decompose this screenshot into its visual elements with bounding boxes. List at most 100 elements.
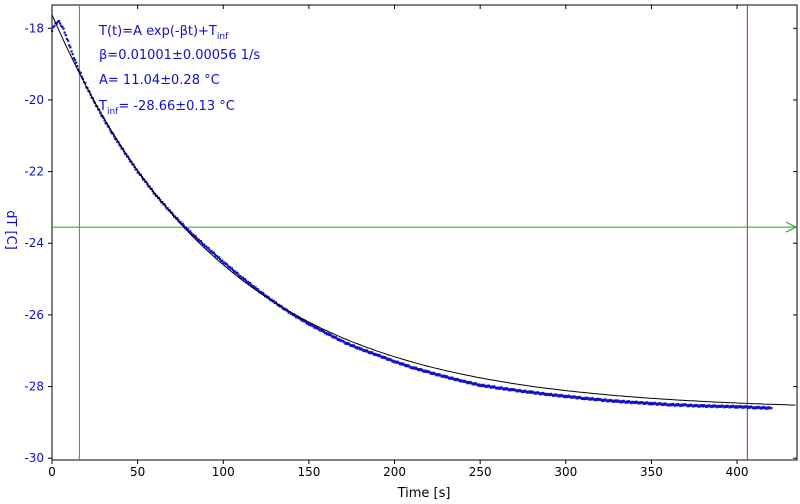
data-point: [57, 19, 61, 23]
data-point: [356, 346, 359, 349]
data-point: [616, 400, 619, 403]
data-point: [103, 119, 106, 122]
data-point: [686, 405, 690, 408]
data-point: [416, 367, 419, 370]
data-point: [533, 392, 536, 395]
data-point: [405, 363, 408, 367]
data-point: [76, 65, 79, 68]
data-point: [189, 230, 192, 233]
data-point: [60, 24, 63, 28]
data-point: [649, 401, 652, 405]
data-point: [58, 22, 62, 25]
data-point: [223, 261, 226, 264]
data-point: [316, 326, 319, 329]
data-point: [241, 276, 244, 279]
data-point: [504, 388, 508, 391]
data-point: [746, 406, 749, 410]
data-point: [237, 273, 240, 276]
data-point: [701, 405, 705, 408]
data-point: [441, 374, 444, 377]
data-point: [645, 402, 648, 405]
data-point: [595, 398, 599, 402]
data-point: [221, 259, 224, 262]
data-point: [619, 401, 622, 404]
data-point: [268, 297, 271, 300]
data-point: [208, 248, 211, 251]
data-point: [293, 314, 297, 317]
data-point: [109, 130, 113, 134]
data-point: [694, 405, 697, 408]
data-point: [433, 371, 436, 375]
data-point: [330, 334, 333, 337]
data-point: [55, 22, 58, 25]
data-point: [764, 407, 768, 410]
data-point: [728, 406, 731, 409]
data-point: [179, 220, 182, 224]
data-point: [443, 374, 447, 377]
data-point: [469, 381, 472, 384]
data-point: [225, 262, 228, 265]
y-tick-label: -28: [24, 380, 44, 394]
data-point: [319, 328, 322, 331]
data-point: [192, 233, 195, 236]
data-point: [472, 382, 475, 385]
data-point: [317, 327, 320, 331]
data-point: [65, 37, 69, 41]
data-point: [668, 404, 671, 407]
data-point: [648, 403, 651, 406]
data-point: [539, 393, 542, 396]
data-point: [381, 355, 384, 358]
data-point: [523, 390, 526, 393]
data-point: [452, 377, 455, 380]
data-point: [270, 298, 273, 301]
y-tick-label: -18: [24, 21, 44, 35]
fit-beta: β=0.01001±0.00056 1/s: [99, 48, 260, 63]
data-point: [231, 268, 235, 272]
data-point: [77, 68, 80, 71]
data-point: [199, 240, 202, 243]
data-point: [244, 279, 247, 282]
data-point: [603, 399, 606, 402]
data-point: [736, 406, 739, 409]
data-point: [368, 350, 372, 354]
data-point: [420, 368, 423, 371]
data-point: [707, 405, 710, 408]
data-point: [663, 403, 666, 406]
data-point: [414, 366, 418, 369]
data-point: [361, 348, 364, 351]
data-point: [261, 291, 265, 295]
data-point: [688, 404, 692, 407]
data-point: [743, 406, 746, 409]
data-point: [378, 353, 381, 357]
data-point: [502, 388, 505, 391]
data-point: [770, 407, 773, 410]
data-point: [186, 228, 190, 231]
data-point: [182, 224, 185, 227]
data-point: [508, 389, 511, 392]
data-point: [530, 391, 533, 394]
data-point: [230, 267, 234, 270]
data-point: [250, 283, 253, 286]
data-point: [68, 44, 71, 47]
data-point: [215, 254, 219, 258]
data-point: [430, 371, 434, 374]
data-point: [252, 284, 255, 288]
data-point: [418, 367, 421, 371]
data-point: [590, 398, 593, 401]
data-point: [566, 395, 570, 399]
data-point: [570, 396, 573, 399]
data-point: [363, 349, 366, 352]
data-point: [484, 385, 487, 388]
data-point: [348, 343, 351, 346]
data-point: [325, 331, 328, 335]
data-point: [528, 391, 531, 394]
data-point: [66, 39, 70, 42]
data-point: [176, 217, 179, 220]
data-point: [427, 370, 430, 373]
data-point: [71, 53, 74, 56]
x-axis-title: Time [s]: [397, 486, 451, 501]
fit-curve: [51, 14, 796, 406]
data-point: [436, 373, 439, 376]
x-tick-label: 150: [297, 465, 320, 479]
data-point: [759, 407, 762, 410]
